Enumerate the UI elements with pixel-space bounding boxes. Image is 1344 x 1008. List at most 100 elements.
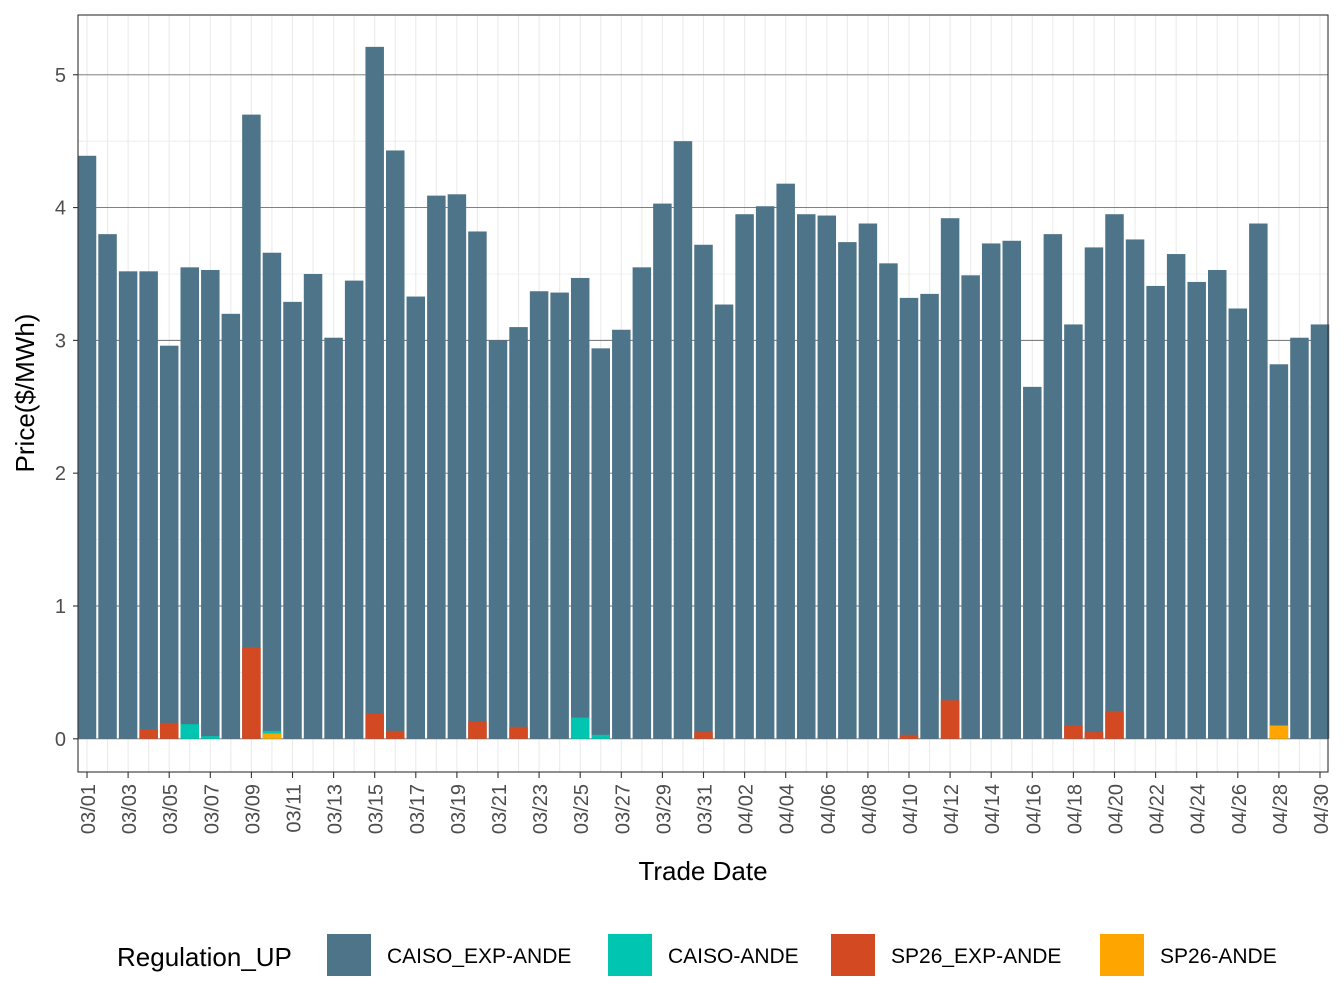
x-tick-label: 03/19 [448,784,470,834]
x-axis: 03/01 03/03 03/05 03/07 03/09 03/11 03/13 03/15… [78,772,1333,834]
bar-caiso-exp-ande [1249,223,1268,739]
legend-key [831,934,875,976]
x-tick-label: 03/27 [612,784,634,834]
x-tick-label: 04/08 [859,784,881,834]
legend-key [608,934,652,976]
x-tick-label: 03/17 [407,784,429,834]
x-tick-label: 04/14 [982,784,1004,834]
bar-caiso-exp-ande [180,267,199,739]
bar-caiso-exp-ande [1064,324,1083,739]
bar-sp26-exp-ande [940,700,960,739]
x-tick-label: 03/03 [119,784,141,834]
x-tick-label: 03/11 [284,784,306,833]
bar-caiso-exp-ande [386,150,405,739]
bar-caiso-exp-ande [879,263,898,739]
bar-caiso-exp-ande [1023,386,1042,739]
bar-caiso-exp-ande [591,348,610,739]
x-tick-label: 03/29 [653,784,675,834]
bar-caiso-exp-ande [468,231,487,739]
bar-caiso-exp-ande [529,291,549,739]
bar-caiso-exp-ande [961,275,980,739]
bar-caiso-exp-ande [653,203,672,739]
bar-sp26-exp-ande [386,730,405,739]
bar-caiso-exp-ande [570,277,590,739]
x-tick-label: 03/23 [530,784,552,834]
bar-sp26-exp-ande [242,647,261,739]
legend-label: CAISO-ANDE [668,945,799,968]
bar-caiso-exp-ande [1125,239,1145,739]
bar-caiso-exp-ande [1043,234,1063,739]
bar-caiso-exp-ande [632,267,652,739]
bar-sp26-exp-ande [139,729,158,739]
y-axis: 0 1 2 3 4 5 [55,65,78,751]
bar-caiso-exp-ande [1228,308,1248,739]
x-tick-label: 04/06 [818,784,840,834]
bar-caiso-exp-ande [694,244,713,739]
x-tick-label: 03/31 [695,784,717,834]
x-tick-label: 04/28 [1270,784,1292,834]
bar-caiso-exp-ande [817,215,837,739]
legend-label: SP26_EXP-ANDE [891,945,1061,968]
bar-caiso-exp-ande [797,214,816,739]
y-tick-label: 4 [55,198,66,220]
bar-caiso-ande [591,734,610,739]
bar-caiso-ande [201,736,220,739]
x-tick-label: 04/18 [1064,784,1086,834]
bar-caiso-exp-ande [1146,285,1165,739]
bar-caiso-exp-ande [118,271,138,739]
bar-caiso-exp-ande [427,195,446,739]
x-tick-label: 04/24 [1188,784,1210,834]
bar-caiso-exp-ande [899,297,919,739]
legend-label: SP26-ANDE [1160,945,1277,968]
x-tick-label: 03/09 [242,784,264,834]
bar-caiso-exp-ande [714,304,734,739]
legend-label: CAISO_EXP-ANDE [387,945,571,968]
legend-title: Regulation_UP [117,942,292,972]
bar-caiso-exp-ande [735,214,754,739]
bar-sp26-exp-ande [1105,710,1124,739]
bar-caiso-exp-ande [303,273,323,739]
bar-caiso-ande [180,724,199,739]
y-tick-label: 5 [55,65,66,87]
bars [77,46,1330,739]
bar-caiso-exp-ande [1187,281,1206,739]
x-axis-title: Trade Date [638,856,767,886]
bar-sp26-exp-ande [1084,732,1104,739]
bar-sp26-exp-ande [159,722,179,739]
bar-caiso-exp-ande [139,271,158,739]
y-tick-label: 0 [55,729,66,751]
bar-caiso-exp-ande [262,252,282,739]
x-tick-label: 04/10 [900,784,922,834]
bar-sp26-exp-ande [1064,725,1083,739]
legend-key [327,934,371,976]
bar-caiso-exp-ande [242,114,261,739]
bar-caiso-exp-ande [344,280,364,739]
legend: Regulation_UP CAISO_EXP-ANDE CAISO-ANDE SP… [117,934,1277,976]
bar-sp26-exp-ande [509,726,528,739]
bar-caiso-exp-ande [324,337,343,739]
x-tick-label: 04/20 [1106,784,1128,834]
bar-caiso-exp-ande [98,234,117,739]
x-tick-label: 03/07 [201,784,223,834]
bar-caiso-exp-ande [838,242,857,739]
x-tick-label: 04/22 [1147,784,1169,834]
bar-caiso-exp-ande [1166,254,1186,739]
bar-caiso-ande [570,717,590,739]
x-tick-label: 04/02 [736,784,758,834]
bar-caiso-exp-ande [1269,364,1289,739]
bar-caiso-exp-ande [159,345,179,739]
x-tick-label: 03/25 [571,784,593,834]
bar-sp26-ande [262,733,282,739]
bar-caiso-exp-ande [1105,214,1124,739]
y-tick-label: 1 [55,596,66,618]
bar-caiso-exp-ande [201,269,220,739]
y-axis-title: Price($/MWh) [10,314,40,473]
x-tick-label: 03/05 [160,784,182,834]
bar-sp26-exp-ande [899,734,919,739]
bar-caiso-exp-ande [509,327,528,739]
bar-caiso-exp-ande [1310,324,1330,739]
y-tick-label: 2 [55,463,66,485]
bar-caiso-exp-ande [1290,337,1309,739]
x-tick-label: 04/30 [1311,784,1333,834]
